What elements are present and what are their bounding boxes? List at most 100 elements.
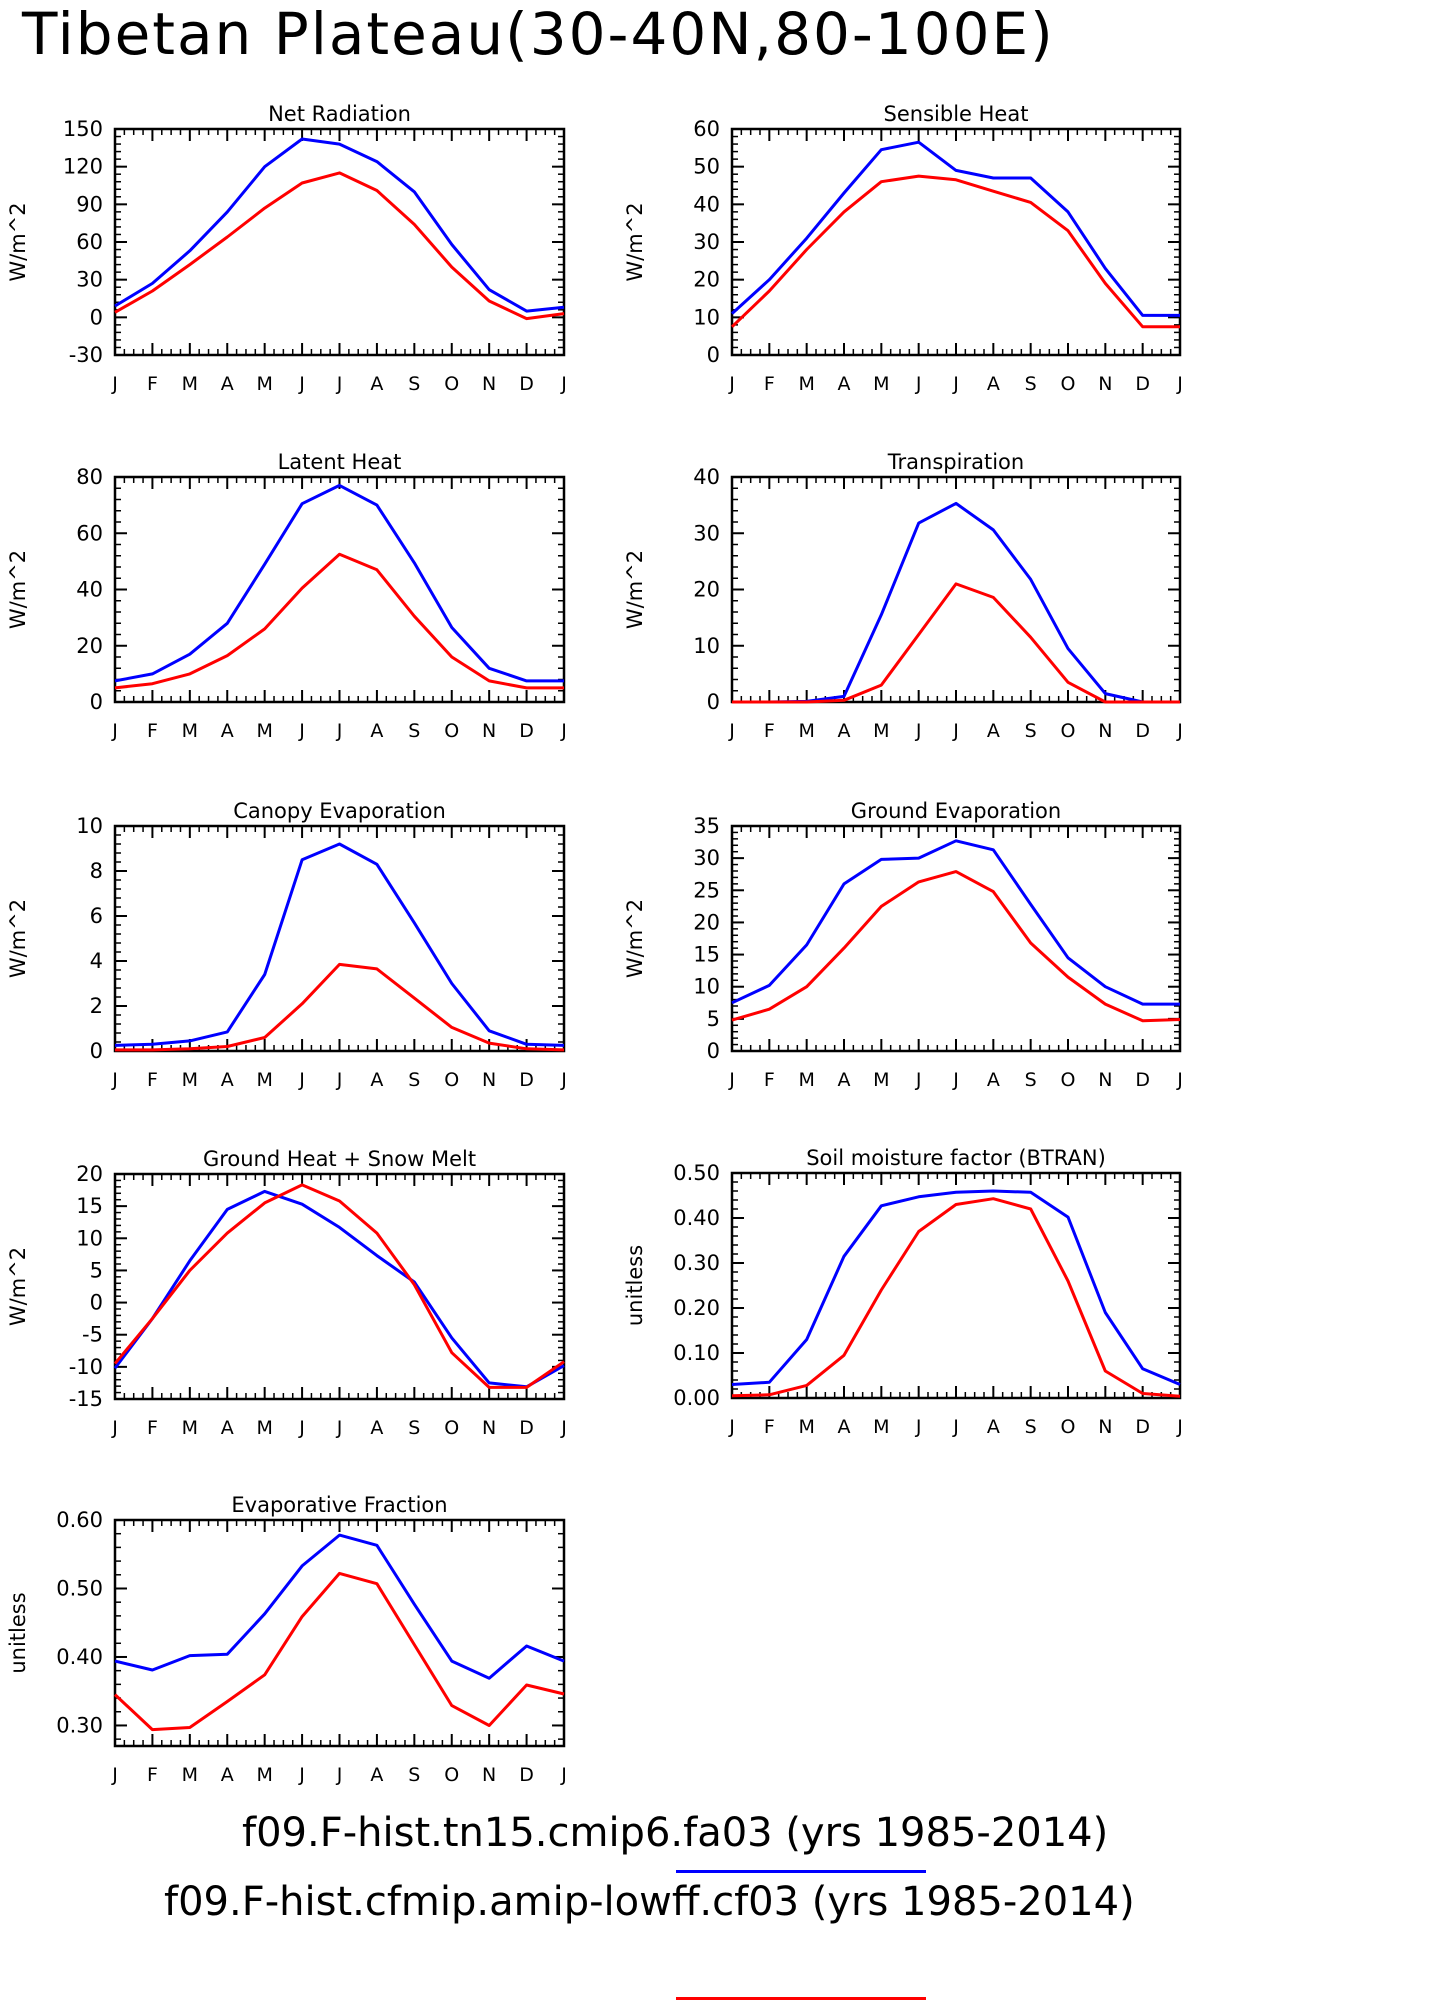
x-tick-label: S: [1025, 373, 1037, 395]
y-tick-label: 10: [76, 814, 103, 838]
y-tick-label: 10: [693, 634, 720, 658]
series-line-blue: [114, 842, 565, 1047]
plot-frame: [730, 127, 1182, 357]
y-tick-label: 0: [707, 343, 720, 367]
x-tick-label: J: [1176, 373, 1183, 395]
x-tick-label: M: [256, 1764, 272, 1786]
y-axis-label: W/m^2: [6, 202, 30, 281]
x-tick-label: J: [336, 1069, 343, 1091]
y-tick-label: 0: [707, 1039, 720, 1063]
y-tick-label: 0: [90, 1039, 103, 1063]
series-line-red: [732, 582, 1180, 704]
y-axis-label: unitless: [6, 1592, 30, 1673]
y-tick-label: 30: [693, 846, 720, 870]
x-tick-label: J: [111, 1764, 118, 1786]
y-tick-label: 0.30: [673, 1251, 720, 1275]
y-tick-label: 8: [90, 859, 103, 883]
x-tick-label: J: [952, 1416, 959, 1438]
x-tick-label: A: [370, 373, 383, 395]
x-tick-label: F: [764, 1416, 775, 1438]
x-tick-label: D: [519, 373, 534, 395]
y-tick-label: -10: [69, 1355, 103, 1379]
y-tick-label: 0.30: [56, 1713, 103, 1737]
x-tick-label: M: [873, 373, 889, 395]
x-tick-label: D: [1135, 1069, 1150, 1091]
y-tick-label: 20: [693, 578, 720, 602]
y-tick-label: 20: [693, 910, 720, 934]
x-tick-label: O: [444, 373, 459, 395]
legend-swatch-blue: [676, 1870, 926, 1873]
chart-title: Latent Heat: [278, 450, 402, 474]
x-tick-label: J: [1176, 1416, 1183, 1438]
x-tick-label: M: [873, 1069, 889, 1091]
x-tick-label: A: [370, 1417, 383, 1439]
x-tick-label: M: [873, 1416, 889, 1438]
x-tick-label: M: [798, 1416, 814, 1438]
x-tick-label: D: [1135, 1416, 1150, 1438]
y-tick-label: 40: [693, 192, 720, 216]
y-tick-label: 10: [76, 1226, 103, 1250]
x-tick-label: J: [111, 373, 118, 395]
x-tick-label: J: [728, 1069, 735, 1091]
series-line-blue: [731, 839, 1180, 1006]
y-tick-label: 0: [90, 305, 103, 329]
y-tick-label: 10: [693, 305, 720, 329]
x-tick-label: J: [560, 720, 567, 742]
x-tick-label: A: [221, 1764, 234, 1786]
x-tick-label: S: [408, 720, 420, 742]
plot-frame: [113, 475, 566, 704]
x-tick-label: F: [147, 373, 158, 395]
x-tick-label: M: [182, 373, 198, 395]
x-tick-label: O: [444, 720, 459, 742]
x-tick-label: J: [915, 720, 922, 742]
chart-soil-moisture-factor-btran: Soil moisture factor (BTRAN)J F M A M J J A S O N D…: [623, 1146, 1183, 1438]
x-tick-label: J: [728, 720, 735, 742]
x-tick-label: A: [987, 1416, 1000, 1438]
y-tick-label: 20: [693, 268, 720, 292]
x-tick-label: O: [1061, 1416, 1076, 1438]
legend-entry-blue: f09.F-hist.tn15.cmip6.fa03 (yrs 1985-201…: [242, 1810, 1108, 1856]
y-tick-label: 0.50: [56, 1576, 103, 1600]
x-tick-label: O: [1061, 720, 1076, 742]
y-tick-label: 0.60: [56, 1508, 103, 1532]
x-tick-label: A: [221, 720, 234, 742]
x-tick-label: J: [560, 1069, 567, 1091]
y-tick-label: 5: [90, 1258, 103, 1282]
x-tick-label: A: [221, 1069, 234, 1091]
x-tick-label: M: [256, 1417, 272, 1439]
series-line-red: [115, 962, 565, 1052]
series-line-red: [114, 171, 565, 321]
x-tick-label: D: [519, 1764, 534, 1786]
y-axis-label: W/m^2: [623, 899, 647, 978]
x-tick-label: O: [444, 1764, 459, 1786]
x-tick-label: M: [798, 720, 814, 742]
x-tick-label: N: [482, 1417, 496, 1439]
x-tick-label: D: [1135, 373, 1150, 395]
y-tick-label: 15: [76, 1194, 103, 1218]
y-tick-label: 2: [90, 994, 103, 1018]
x-tick-label: M: [182, 1764, 198, 1786]
y-axis-label: W/m^2: [6, 550, 30, 629]
y-tick-label: 40: [76, 578, 103, 602]
chart-title: Soil moisture factor (BTRAN): [806, 1146, 1106, 1170]
series-line-red: [113, 1571, 565, 1732]
y-tick-label: 20: [76, 634, 103, 658]
x-tick-label: O: [444, 1417, 459, 1439]
series-line-red: [114, 552, 564, 690]
y-tick-label: 0: [90, 1291, 103, 1315]
x-tick-label: O: [1061, 373, 1076, 395]
y-tick-label: 60: [76, 521, 103, 545]
y-tick-label: 0.40: [673, 1206, 720, 1230]
y-tick-label: 60: [693, 117, 720, 141]
plot-frame: [730, 824, 1182, 1053]
y-tick-label: 35: [693, 814, 720, 838]
y-tick-label: -30: [69, 343, 103, 367]
series-line-blue: [114, 483, 564, 683]
x-tick-label: F: [147, 1417, 158, 1439]
y-tick-label: 0.40: [56, 1645, 103, 1669]
x-tick-label: A: [838, 1069, 851, 1091]
